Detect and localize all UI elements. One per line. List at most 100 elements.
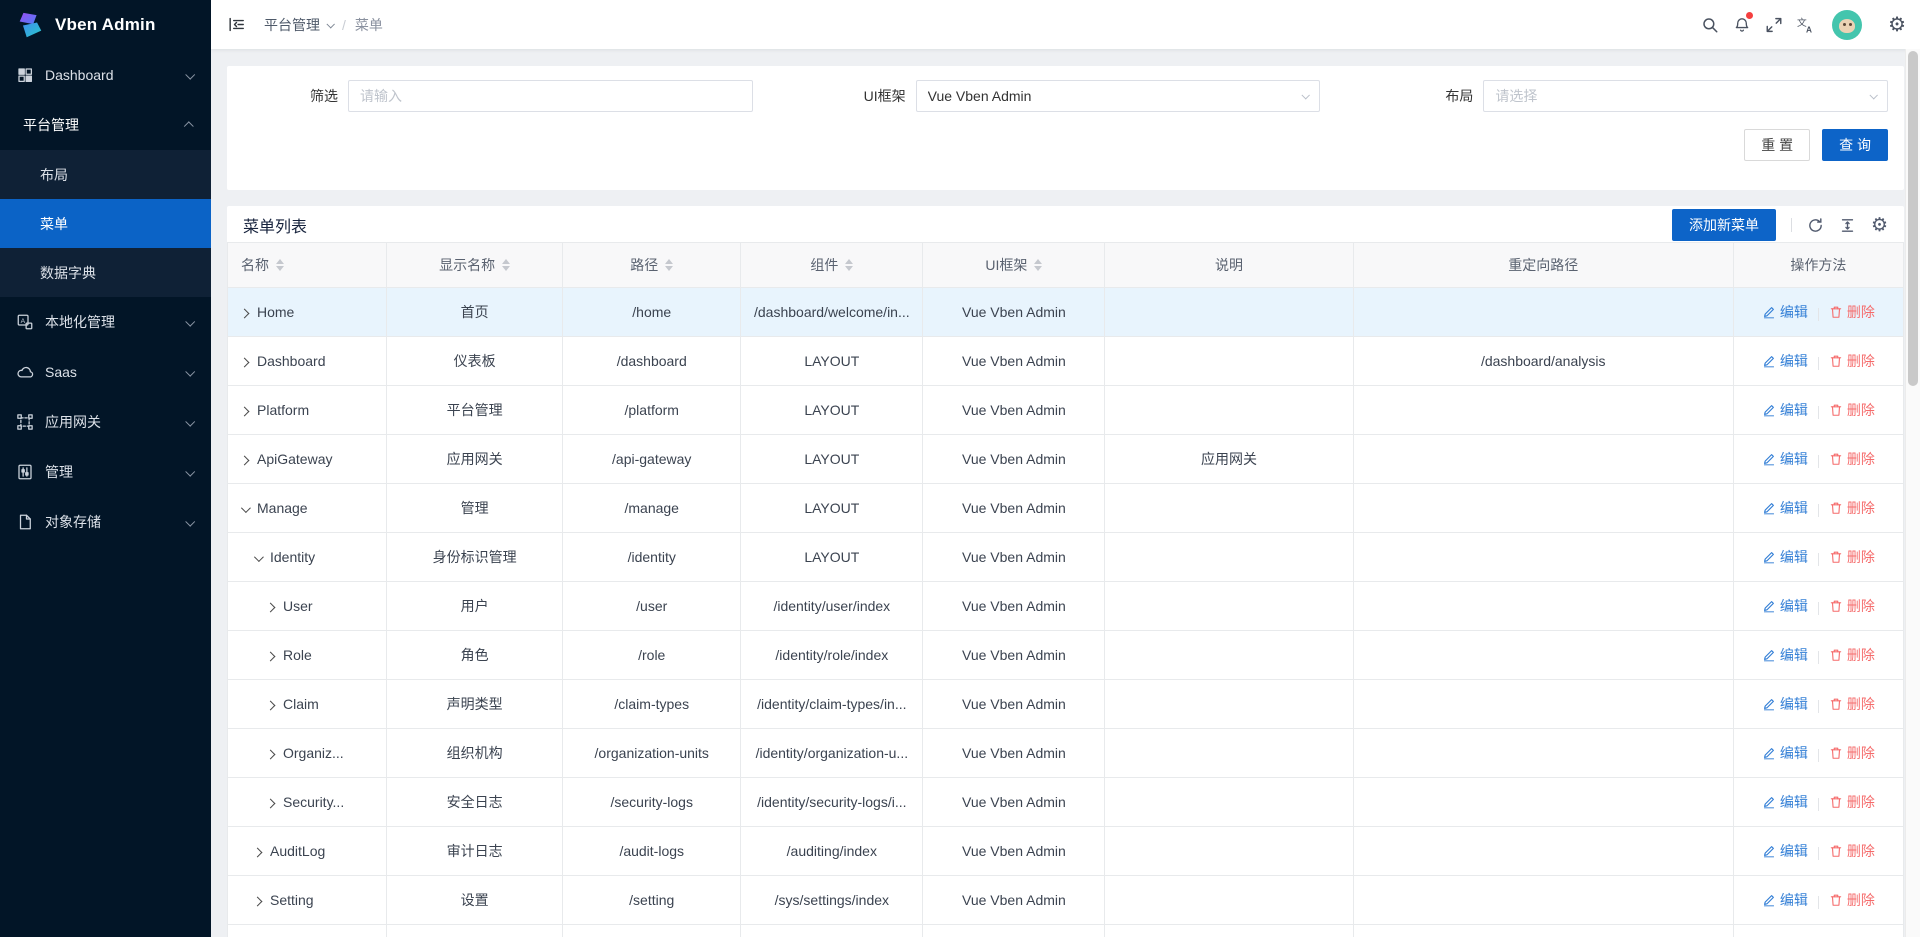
reset-button[interactable]: 重 置	[1744, 129, 1811, 161]
delete-button[interactable]: 删除	[1829, 645, 1875, 665]
sort-carets-icon[interactable]	[1034, 259, 1043, 271]
column-header-display_name[interactable]: 显示名称	[386, 242, 564, 288]
edit-button[interactable]: 编辑	[1762, 302, 1808, 322]
search-icon[interactable]	[1694, 8, 1726, 42]
delete-button[interactable]: 删除	[1829, 449, 1875, 469]
sort-carets-icon[interactable]	[845, 259, 854, 271]
row-height-icon[interactable]	[1839, 217, 1856, 234]
notifications-bell-icon[interactable]	[1726, 8, 1758, 42]
scrollbar-thumb[interactable]	[1908, 51, 1918, 386]
table-row[interactable]: Identity 身份标识管理/identity LAYOUT Vue Vben Ad…	[226, 532, 1905, 582]
delete-button[interactable]: 删除	[1829, 743, 1875, 763]
sidebar-item-saas[interactable]: Saas	[0, 347, 211, 397]
translate-icon[interactable]: 文 A	[1790, 8, 1822, 42]
cell-name: Security...	[226, 777, 388, 827]
table-row[interactable]: Platform 平台管理/platform LAYOUT Vue Vben Admi…	[226, 385, 1905, 435]
table-row[interactable]: Security... 安全日志/security-logs/identity/s…	[226, 777, 1905, 827]
expand-row-icon[interactable]	[265, 700, 276, 711]
cell-framework: Vue Vben Admin	[922, 777, 1106, 827]
sidebar-item-dashboard[interactable]: Dashboard	[0, 50, 211, 100]
expand-row-icon[interactable]	[252, 896, 263, 907]
delete-button[interactable]: 删除	[1829, 841, 1875, 861]
edit-button[interactable]: 编辑	[1762, 841, 1808, 861]
delete-button[interactable]: 删除	[1829, 694, 1875, 714]
sidebar-item-manage[interactable]: 管理	[0, 447, 211, 497]
table-row[interactable]: AuditLog 审计日志/audit-logs/auditing/index Vu…	[226, 826, 1905, 876]
table-row[interactable]: Role 角色/role/identity/role/index Vue Vben …	[226, 630, 1905, 680]
table-row[interactable]: Claim 声明类型/claim-types/identity/claim-typ…	[226, 679, 1905, 729]
table-row[interactable]: Setting 设置/setting/sys/settings/index Vue …	[226, 875, 1905, 925]
breadcrumb-section[interactable]: 平台管理	[264, 15, 335, 35]
sort-carets-icon[interactable]	[665, 259, 674, 271]
edit-button[interactable]: 编辑	[1762, 400, 1808, 420]
table-row[interactable]: Home 首页/home/dashboard/welcome/in... Vue V…	[226, 287, 1905, 337]
expand-row-icon[interactable]	[265, 798, 276, 809]
edit-button[interactable]: 编辑	[1762, 743, 1808, 763]
table-settings-gear-icon[interactable]: ⚙	[1870, 214, 1888, 236]
column-header-path[interactable]: 路径	[562, 242, 742, 288]
cell-component: /auditing/index	[740, 826, 924, 876]
delete-button[interactable]: 删除	[1829, 302, 1875, 322]
top-header: 平台管理 / 菜单	[211, 0, 1920, 49]
delete-button[interactable]: 删除	[1829, 400, 1875, 420]
edit-button[interactable]: 编辑	[1762, 890, 1808, 910]
sidebar-item-data-dict[interactable]: 数据字典	[0, 248, 211, 297]
sort-carets-icon[interactable]	[502, 259, 511, 271]
delete-button[interactable]: 删除	[1829, 792, 1875, 812]
expand-row-icon[interactable]	[239, 455, 250, 466]
delete-button[interactable]: 删除	[1829, 498, 1875, 518]
sidebar-item-api-gateway[interactable]: 应用网关	[0, 397, 211, 447]
expand-row-icon[interactable]	[265, 651, 276, 662]
edit-button[interactable]: 编辑	[1762, 645, 1808, 665]
sidebar-item-object-storage[interactable]: 对象存储	[0, 497, 211, 547]
expand-row-icon[interactable]	[265, 602, 276, 613]
delete-button[interactable]: 删除	[1829, 547, 1875, 567]
ui-framework-select[interactable]: Vue Vben Admin	[915, 80, 1321, 112]
expand-row-icon[interactable]	[239, 406, 250, 417]
edit-button[interactable]: 编辑	[1762, 792, 1808, 812]
layout-select[interactable]: 请选择	[1483, 80, 1888, 112]
expand-row-icon[interactable]	[265, 749, 276, 760]
edit-button[interactable]: 编辑	[1762, 694, 1808, 714]
column-header-component[interactable]: 组件	[740, 242, 924, 288]
menu-name: Setting	[270, 892, 314, 908]
table-row[interactable]: Manage 管理/manage LAYOUT Vue Vben Admin 编辑 删除	[226, 483, 1905, 533]
sidebar-collapse-icon[interactable]	[227, 15, 246, 34]
edit-button[interactable]: 编辑	[1762, 498, 1808, 518]
collapse-row-icon[interactable]	[240, 503, 251, 514]
edit-button[interactable]: 编辑	[1762, 351, 1808, 371]
fullscreen-icon[interactable]	[1758, 8, 1790, 42]
table-row[interactable]: ApiGateway 应用网关/api-gateway LAYOUT Vue Vben…	[226, 434, 1905, 484]
cell-description	[1104, 777, 1354, 827]
add-menu-button[interactable]: 添加新菜单	[1671, 209, 1776, 241]
sidebar-item-menu[interactable]: 菜单	[0, 199, 211, 248]
sidebar-item-localization[interactable]: A 本地化管理	[0, 297, 211, 347]
collapse-row-icon[interactable]	[253, 552, 264, 563]
sidebar-item-layout[interactable]: 布局	[0, 150, 211, 199]
column-header-name[interactable]: 名称	[226, 242, 388, 288]
settings-gear-icon[interactable]: ⚙	[1888, 13, 1906, 36]
brand-logo[interactable]: Vben Admin	[0, 0, 211, 50]
delete-button[interactable]: 删除	[1829, 890, 1875, 910]
filter-field-label: 筛选	[310, 88, 338, 104]
delete-button[interactable]: 删除	[1829, 596, 1875, 616]
sort-carets-icon[interactable]	[276, 259, 284, 271]
refresh-icon[interactable]	[1807, 217, 1824, 234]
vertical-scrollbar[interactable]	[1905, 49, 1920, 937]
edit-button[interactable]: 编辑	[1762, 449, 1808, 469]
cell-actions: 编辑 删除	[1733, 532, 1905, 582]
table-row[interactable]: User 用户/user/identity/user/index Vue Vben …	[226, 581, 1905, 631]
avatar[interactable]	[1832, 9, 1863, 40]
sidebar-item-platform[interactable]: 平台管理	[0, 100, 211, 150]
edit-button[interactable]: 编辑	[1762, 547, 1808, 567]
table-row[interactable]: Organiz... 组织机构/organization-units/identi…	[226, 728, 1905, 778]
column-header-framework[interactable]: UI框架	[922, 242, 1106, 288]
keyword-input[interactable]	[348, 80, 753, 112]
search-button[interactable]: 查 询	[1822, 129, 1888, 161]
edit-button[interactable]: 编辑	[1762, 596, 1808, 616]
table-row[interactable]: Dashboard 仪表板/dashboard LAYOUT Vue Vben Adm…	[226, 336, 1905, 386]
expand-row-icon[interactable]	[252, 847, 263, 858]
expand-row-icon[interactable]	[239, 308, 250, 319]
delete-button[interactable]: 删除	[1829, 351, 1875, 371]
expand-row-icon[interactable]	[239, 357, 250, 368]
